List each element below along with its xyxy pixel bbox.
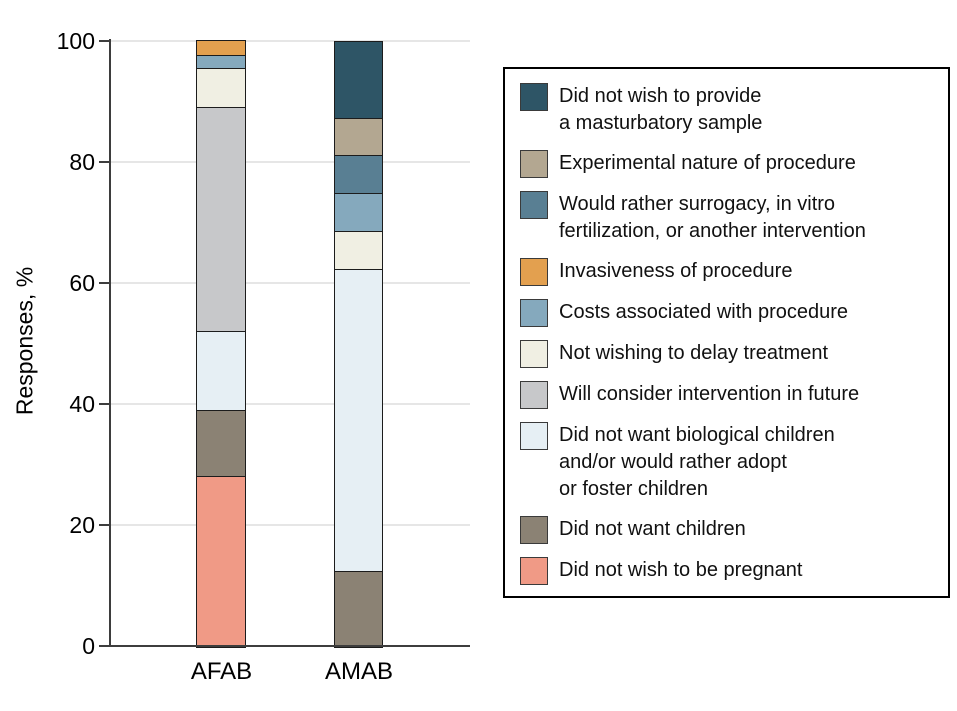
legend-item: Invasiveness of procedure: [520, 258, 938, 286]
bar-amab: [334, 41, 383, 648]
bar-segment: [197, 54, 245, 68]
legend: Did not wish to provide a masturbatory sa…: [503, 67, 950, 598]
legend-label-line: Did not wish to provide: [559, 85, 762, 107]
legend-swatch: [520, 83, 548, 111]
legend-label-line: Did not want biological children: [559, 424, 835, 446]
bar-segment: [197, 41, 245, 55]
bar-segment: [197, 331, 245, 410]
legend-label-line: Would rather surrogacy, in vitro: [559, 193, 836, 215]
y-axis-tick: [99, 161, 110, 163]
legend-label-line: Did not wish to be pregnant: [559, 559, 803, 581]
y-axis-tick-label: 20: [69, 512, 95, 538]
legend-label-line: a masturbatory sample: [559, 112, 763, 134]
gridline: [110, 403, 470, 405]
bar-segment: [335, 268, 382, 572]
legend-item: Did not want biological children and/or w…: [520, 422, 938, 503]
y-axis-line: [109, 39, 111, 647]
gridline: [110, 282, 470, 284]
y-axis-tick: [99, 282, 110, 284]
x-axis-label-amab: AMAB: [324, 658, 393, 685]
bar-segment: [335, 42, 382, 118]
y-axis-title: Responses, %: [12, 267, 173, 415]
legend-swatch: [520, 258, 548, 286]
legend-item: Did not wish to be pregnant: [520, 557, 938, 585]
gridline: [110, 524, 470, 526]
legend-swatch: [520, 299, 548, 327]
bar-segment: [335, 155, 382, 194]
legend-label-line: or foster children: [559, 478, 708, 500]
legend-label: Did not want biological children and/or w…: [559, 422, 835, 503]
legend-swatch: [520, 150, 548, 178]
bar-segment: [335, 193, 382, 232]
legend-swatch: [520, 422, 548, 450]
y-axis-tick-label: 60: [69, 270, 95, 296]
legend-swatch: [520, 557, 548, 585]
legend-label-line: Not wishing to delay treatment: [559, 342, 829, 364]
bar-segment: [335, 571, 382, 647]
legend-label-line: Experimental nature of procedure: [559, 152, 856, 174]
legend-item: Would rather surrogacy, in vitro fertiliz…: [520, 191, 938, 245]
gridline: [110, 40, 470, 42]
legend-label-line: Invasiveness of procedure: [559, 260, 793, 282]
bar-segment: [197, 67, 245, 108]
legend-item: Did not wish to provide a masturbatory sa…: [520, 83, 938, 137]
legend-item: Experimental nature of procedure: [520, 150, 938, 178]
bar-afab: [196, 40, 246, 648]
legend-label-line: and/or would rather adopt: [559, 451, 787, 473]
legend-label: Did not wish to provide a masturbatory sa…: [559, 83, 762, 137]
y-axis-tick: [99, 524, 110, 526]
y-axis-tick: [99, 403, 110, 405]
legend-label: Costs associated with procedure: [559, 299, 848, 326]
legend-swatch: [520, 381, 548, 409]
legend-label-line: Will consider intervention in future: [559, 383, 860, 405]
bar-segment: [197, 475, 245, 647]
legend-swatch: [520, 516, 548, 544]
y-axis-tick-label: 0: [82, 633, 95, 659]
legend-label: Will consider intervention in future: [559, 381, 859, 408]
legend-item: Not wishing to delay treatment: [520, 340, 938, 368]
legend-item: Costs associated with procedure: [520, 299, 938, 327]
legend-label-line: Costs associated with procedure: [559, 301, 849, 323]
legend-label: Experimental nature of procedure: [559, 150, 856, 177]
legend-item: Will consider intervention in future: [520, 381, 938, 409]
y-axis-tick-label: 80: [69, 149, 95, 175]
x-axis-label-afab: AFAB: [190, 658, 253, 685]
legend-label: Would rather surrogacy, in vitro fertiliz…: [559, 191, 866, 245]
y-axis-tick-label: 100: [56, 28, 95, 54]
legend-label: Did not wish to be pregnant: [559, 557, 803, 584]
bar-segment: [335, 117, 382, 156]
y-axis-tick: [99, 40, 110, 42]
legend-label-line: Did not want children: [559, 518, 746, 540]
bar-segment: [197, 107, 245, 332]
y-axis-tick-label: 40: [69, 391, 95, 417]
legend-label: Not wishing to delay treatment: [559, 340, 828, 367]
bar-segment: [197, 409, 245, 476]
y-axis-tick: [99, 645, 110, 647]
bar-segment: [335, 231, 382, 269]
legend-label-line: fertilization, or another intervention: [559, 220, 866, 242]
legend-item: Did not want children: [520, 516, 938, 544]
legend-swatch: [520, 191, 548, 219]
legend-swatch: [520, 340, 548, 368]
legend-label: Invasiveness of procedure: [559, 258, 792, 285]
x-axis-line: [108, 645, 470, 647]
gridline: [110, 161, 470, 163]
legend-label: Did not want children: [559, 516, 746, 543]
